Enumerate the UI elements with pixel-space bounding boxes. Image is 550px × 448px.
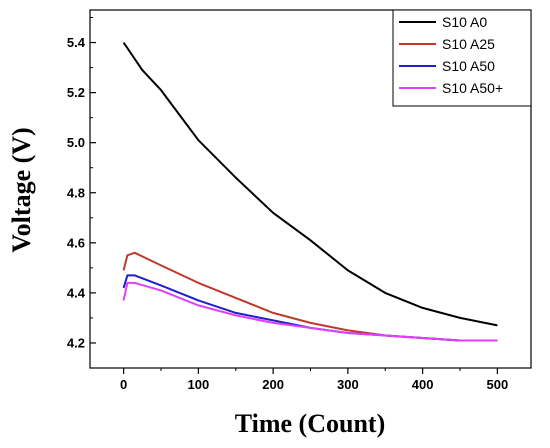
x-axis-title: Time (Count) (235, 409, 385, 438)
x-tick-label: 200 (262, 377, 284, 392)
x-tick-label: 500 (487, 377, 509, 392)
series-line (122, 281, 498, 342)
y-axis-ticks: 4.2 4.4 4.6 4.8 5.0 5.2 5.4 (67, 17, 96, 369)
legend-label: S10 A50 (442, 58, 495, 74)
legend-box (392, 9, 532, 107)
legend-label: S10 A0 (442, 14, 487, 30)
legend-label: S10 A25 (442, 36, 495, 52)
series-line (122, 41, 498, 327)
y-tick-label: 4.8 (67, 185, 85, 200)
x-tick-label: 0 (120, 377, 127, 392)
legend-label: S10 A50+ (442, 80, 503, 96)
y-tick-label: 5.2 (67, 85, 85, 100)
x-tick-label: 300 (337, 377, 359, 392)
y-tick-label: 5.4 (67, 35, 86, 50)
x-axis-ticks: 0 100 200 300 400 500 (120, 368, 508, 392)
x-tick-label: 100 (188, 377, 210, 392)
y-axis-title: Voltage (V) (7, 127, 36, 252)
y-tick-label: 4.6 (67, 235, 85, 250)
series-line (122, 274, 498, 342)
y-tick-label: 4.4 (67, 285, 86, 300)
y-tick-label: 4.2 (67, 335, 85, 350)
y-tick-label: 5.0 (67, 135, 85, 150)
series-lines (122, 41, 498, 342)
x-tick-label: 400 (412, 377, 434, 392)
legend: S10 A0 S10 A25 S10 A50 S10 A50+ (392, 9, 532, 107)
